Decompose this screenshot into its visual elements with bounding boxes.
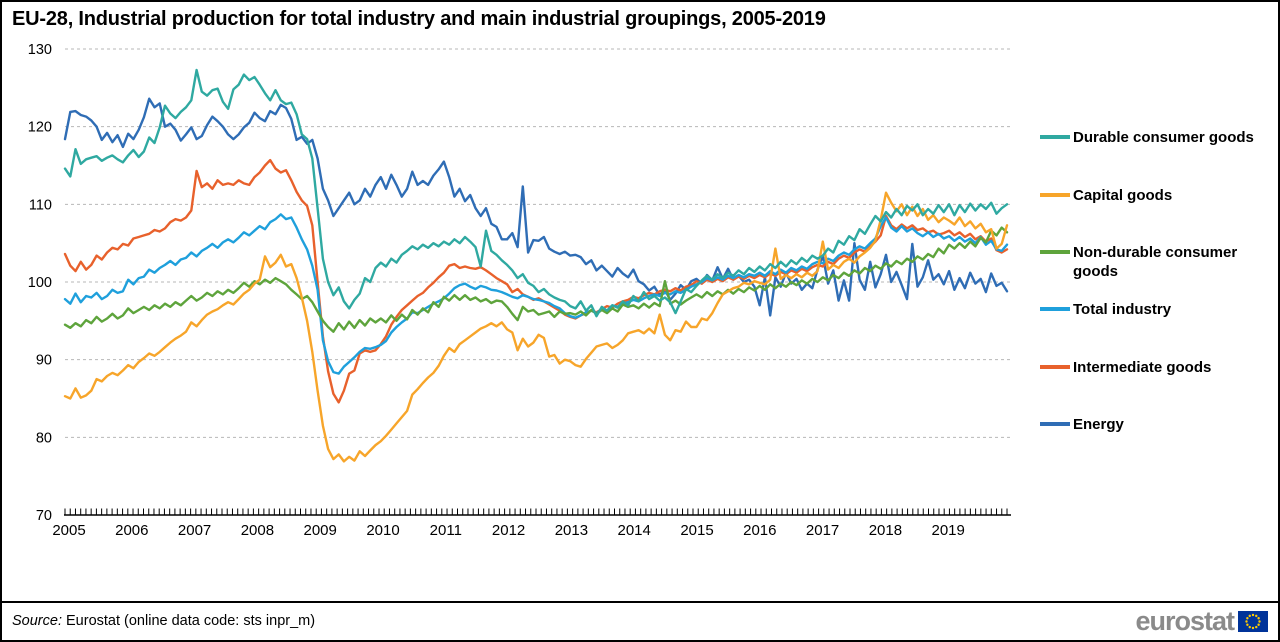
x-tick-label-2006: 2006 [115, 522, 148, 539]
legend-swatch-durable-consumer-goods [1040, 135, 1070, 139]
source-note: Source: Eurostat (online data code: sts … [12, 613, 315, 629]
x-tick-label-2019: 2019 [932, 522, 965, 539]
y-tick-label-130: 130 [28, 42, 52, 58]
source-bar: Source: Eurostat (online data code: sts … [2, 601, 1278, 640]
legend-swatch-intermediate-goods [1040, 365, 1070, 369]
source-value: Eurostat (online data code: sts inpr_m) [61, 613, 316, 629]
x-tick-label-2009: 2009 [304, 522, 337, 539]
series-line-total-industry [63, 213, 1009, 375]
x-tick-label-2007: 2007 [178, 522, 211, 539]
x-tick-label-2010: 2010 [366, 522, 399, 539]
y-tick-label-100: 100 [28, 275, 52, 291]
legend-item-non-durable-consumer-goods: Non-durable consumer goods [1040, 243, 1278, 281]
legend-label-durable-consumer-goods: Durable consumer goods [1073, 129, 1254, 146]
y-axis-labels: 70 80 90 100 110 120 130 [28, 42, 52, 524]
legend-item-durable-consumer-goods: Durable consumer goods [1040, 128, 1254, 147]
legend-item-total-industry: Total industry [1040, 300, 1171, 319]
x-axis [64, 508, 1011, 516]
gridlines [65, 48, 1010, 438]
legend-label-energy: Energy [1073, 416, 1124, 433]
x-axis-labels: 2005 2006 2007 2008 2009 2010 2011 2012 2013 2014… [52, 522, 965, 539]
y-tick-label-90: 90 [36, 353, 52, 369]
x-tick-label-2008: 2008 [241, 522, 274, 539]
x-tick-label-2005: 2005 [52, 522, 85, 539]
legend-label-non-durable-consumer-goods: Non-durable consumer goods [1073, 244, 1238, 280]
x-tick-label-2018: 2018 [869, 522, 902, 539]
legend-label-intermediate-goods: Intermediate goods [1073, 359, 1212, 376]
series-line-energy [63, 97, 1009, 317]
source-label: Source: [12, 613, 62, 629]
series-line-non-durable-consumer-goods [63, 226, 1009, 333]
legend-swatch-energy [1040, 422, 1070, 426]
y-tick-label-80: 80 [36, 430, 52, 446]
y-tick-label-120: 120 [28, 120, 52, 136]
x-tick-label-2017: 2017 [806, 522, 839, 539]
x-tick-label-2014: 2014 [618, 522, 651, 539]
legend-item-capital-goods: Capital goods [1040, 186, 1172, 205]
eu-flag-icon [1238, 611, 1268, 632]
series-line-capital-goods [63, 191, 1009, 463]
eurostat-logo: eurostat [1135, 608, 1268, 635]
y-tick-label-110: 110 [29, 197, 52, 213]
series-line-durable-consumer-goods [63, 68, 1009, 318]
legend-swatch-total-industry [1040, 307, 1070, 311]
x-tick-label-2011: 2011 [430, 522, 462, 539]
legend-label-total-industry: Total industry [1073, 301, 1172, 318]
x-tick-label-2015: 2015 [680, 522, 713, 539]
x-tick-label-2012: 2012 [492, 522, 525, 539]
legend-item-intermediate-goods: Intermediate goods [1040, 358, 1211, 377]
legend-swatch-capital-goods [1040, 193, 1070, 197]
chart-title: EU-28, Industrial production for total i… [12, 8, 826, 30]
legend-item-energy: Energy [1040, 415, 1124, 434]
x-tick-label-2016: 2016 [743, 522, 776, 539]
eurostat-logo-text: eurostat [1135, 606, 1235, 636]
x-tick-label-2013: 2013 [555, 522, 588, 539]
y-tick-label-70: 70 [36, 508, 52, 524]
series-lines [63, 68, 1009, 463]
legend-label-capital-goods: Capital goods [1073, 187, 1173, 204]
legend-swatch-non-durable-consumer-goods [1040, 250, 1070, 254]
